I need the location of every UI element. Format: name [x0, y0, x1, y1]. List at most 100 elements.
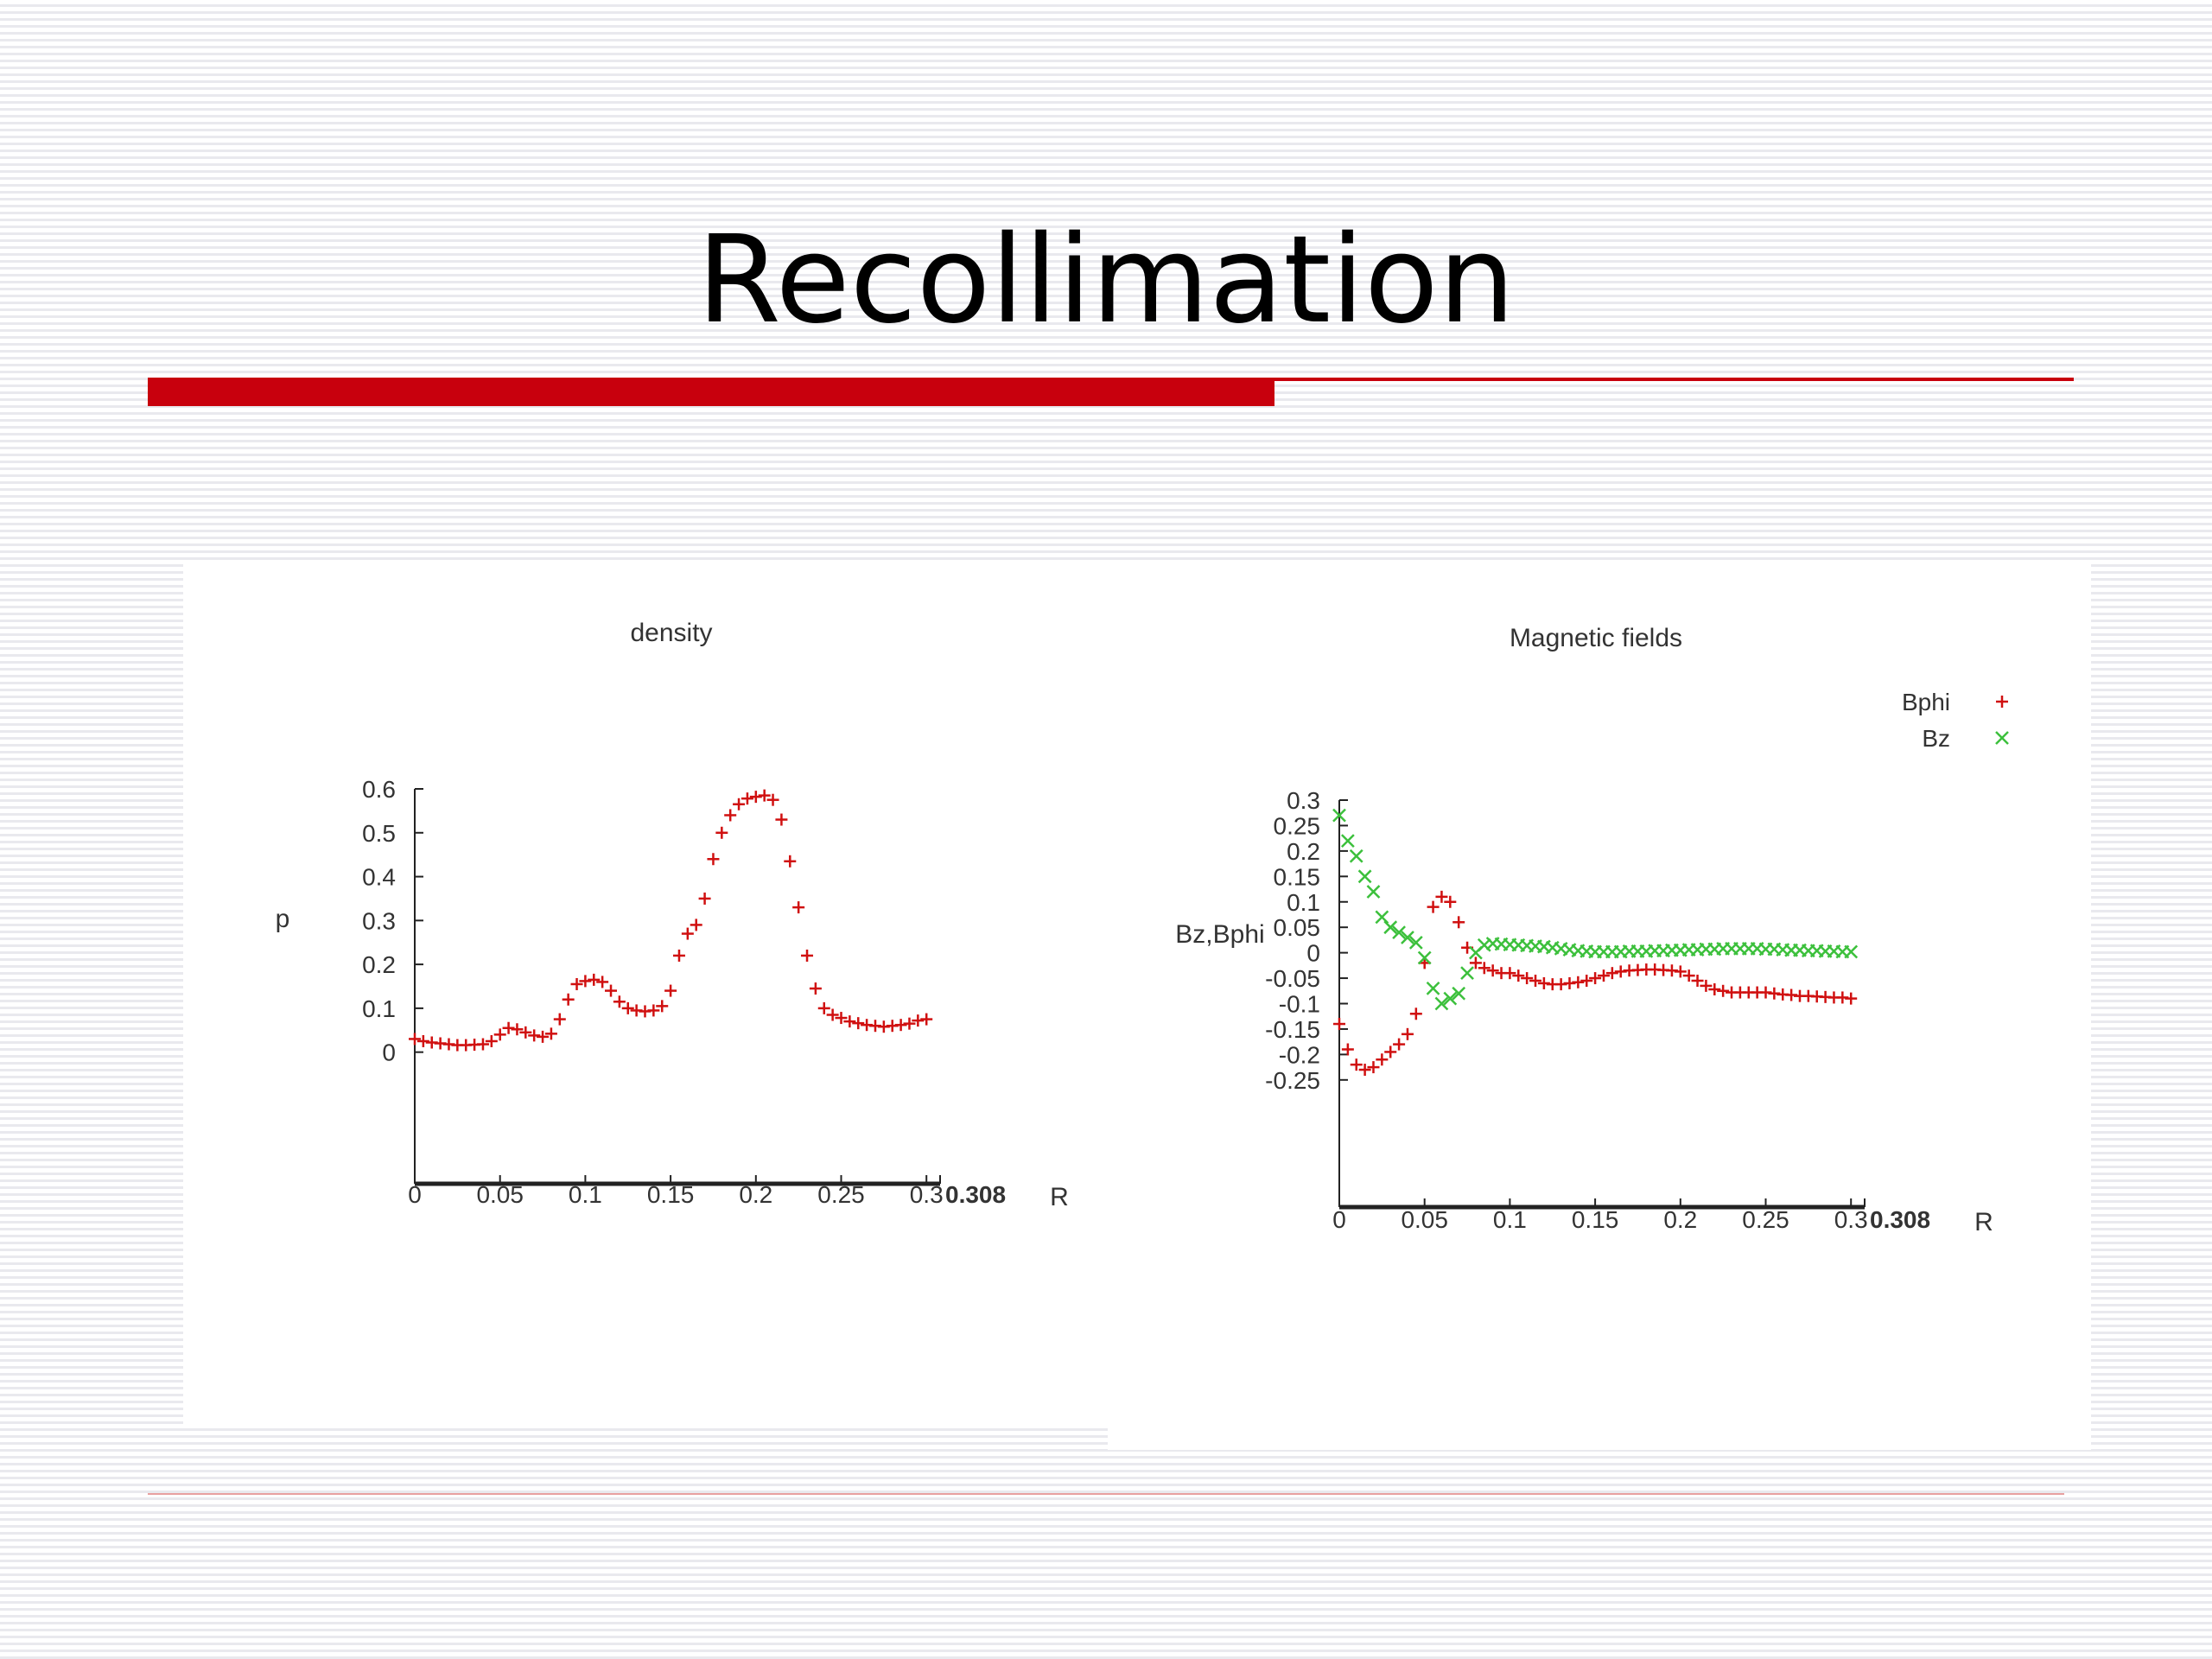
data-point: [912, 1014, 925, 1027]
data-point: [1350, 1058, 1363, 1071]
y-tick-label: 0.05: [1274, 914, 1321, 941]
data-point: [690, 918, 702, 931]
data-point: [579, 975, 592, 988]
data-point: [1367, 1061, 1380, 1074]
data-point: [792, 901, 805, 914]
data-point: [528, 1029, 541, 1042]
x-tick-label: 0.308: [1870, 1206, 1930, 1233]
data-point: [537, 1030, 550, 1043]
data-point: [1700, 979, 1713, 992]
data-point: [664, 984, 677, 997]
data-point: [784, 855, 797, 868]
data-point: [1844, 944, 1859, 959]
data-point: [613, 995, 626, 1008]
data-point: [1682, 969, 1695, 982]
title-accent-bar: [148, 378, 1274, 406]
y-tick-label: 0.4: [362, 864, 396, 891]
data-point: [1434, 996, 1449, 1011]
y-tick-label: 0.25: [1274, 812, 1321, 839]
x-tick-label: 0.05: [476, 1181, 524, 1208]
x-tick-label: 0: [1332, 1206, 1346, 1233]
data-point: [1503, 967, 1516, 980]
data-point: [1417, 950, 1432, 965]
x-tick-label: 0.308: [945, 1181, 1006, 1208]
y-tick-label: -0.05: [1265, 965, 1320, 992]
data-point: [843, 1015, 856, 1028]
data-point: [1691, 975, 1704, 988]
data-point: [903, 1017, 916, 1030]
data-point: [1589, 972, 1602, 985]
data-point: [1366, 885, 1381, 899]
y-axis-label: Bz,Bphi: [1175, 920, 1264, 949]
x-tick-label: 0.15: [1572, 1206, 1619, 1233]
data-point: [1333, 1018, 1345, 1031]
data-point: [775, 813, 788, 826]
data-point: [1408, 935, 1423, 950]
y-tick-label: -0.25: [1265, 1067, 1320, 1094]
data-point: [1392, 925, 1406, 939]
data-point: [553, 1013, 566, 1026]
data-point: [672, 949, 685, 962]
data-point: [416, 1034, 429, 1047]
y-tick-label: -0.2: [1279, 1041, 1320, 1068]
y-axis-label: p: [276, 905, 290, 933]
x-tick-label: 0.1: [1493, 1206, 1527, 1233]
data-point: [1340, 834, 1355, 848]
data-point: [1674, 965, 1687, 978]
y-tick-label: 0.15: [1274, 863, 1321, 890]
y-tick-label: -0.1: [1279, 991, 1320, 1018]
data-point: [1572, 976, 1585, 988]
data-point: [409, 1033, 421, 1046]
data-point: [1521, 972, 1534, 985]
data-point: [656, 1000, 669, 1013]
data-point: [826, 1008, 839, 1021]
x-tick-label: 0.2: [739, 1181, 772, 1208]
x-tick-label: 0.1: [569, 1181, 602, 1208]
x-tick-label: 0: [408, 1181, 422, 1208]
data-point: [724, 809, 737, 822]
data-point: [1375, 910, 1389, 925]
data-point: [1512, 969, 1525, 982]
x-tick-label: 0.2: [1663, 1206, 1697, 1233]
data-point: [1845, 992, 1858, 1005]
data-point: [1469, 957, 1482, 969]
data-point: [647, 1004, 660, 1017]
data-point: [502, 1021, 515, 1034]
data-point: [1486, 964, 1499, 977]
chart-title: Magnetic fields: [1510, 624, 1682, 652]
data-point: [1605, 967, 1618, 980]
data-point: [605, 984, 618, 997]
x-tick-label: 0.25: [1742, 1206, 1789, 1233]
x-tick-label: 0.25: [817, 1181, 865, 1208]
chart-title: density: [630, 619, 712, 647]
data-point: [681, 927, 694, 940]
data-point: [1443, 991, 1458, 1006]
data-point: [1444, 895, 1457, 908]
data-point: [1435, 890, 1448, 903]
data-point: [1426, 981, 1440, 995]
x-tick-label: 0.3: [1834, 1206, 1868, 1233]
data-point: [476, 1038, 489, 1051]
data-point: [766, 793, 779, 806]
data-point: [1393, 1038, 1406, 1051]
data-point: [544, 1027, 557, 1040]
density-chart-panel: density p R 0 0.1 0.2 0.3 0.4 0.5 0.6 0 0.05 0.1 0.15…: [183, 560, 1108, 1424]
data-point: [894, 1019, 907, 1032]
data-point: [1529, 975, 1542, 988]
data-point: [1460, 966, 1474, 981]
data-point: [588, 973, 601, 986]
data-point: [1384, 1046, 1397, 1058]
legend-label: Bz: [1922, 725, 1950, 752]
data-point: [1452, 916, 1465, 929]
data-point: [1376, 1053, 1389, 1066]
data-point: [715, 826, 728, 839]
data-point: [852, 1017, 865, 1030]
y-tick-label: 0.6: [362, 776, 396, 803]
y-tick-label: 0.1: [1287, 889, 1320, 916]
data-point: [1383, 920, 1398, 935]
data-point: [920, 1013, 933, 1026]
legend-label: Bphi: [1902, 689, 1950, 715]
data-point: [698, 892, 711, 905]
data-point: [1341, 1043, 1354, 1056]
data-point: [1478, 962, 1491, 975]
